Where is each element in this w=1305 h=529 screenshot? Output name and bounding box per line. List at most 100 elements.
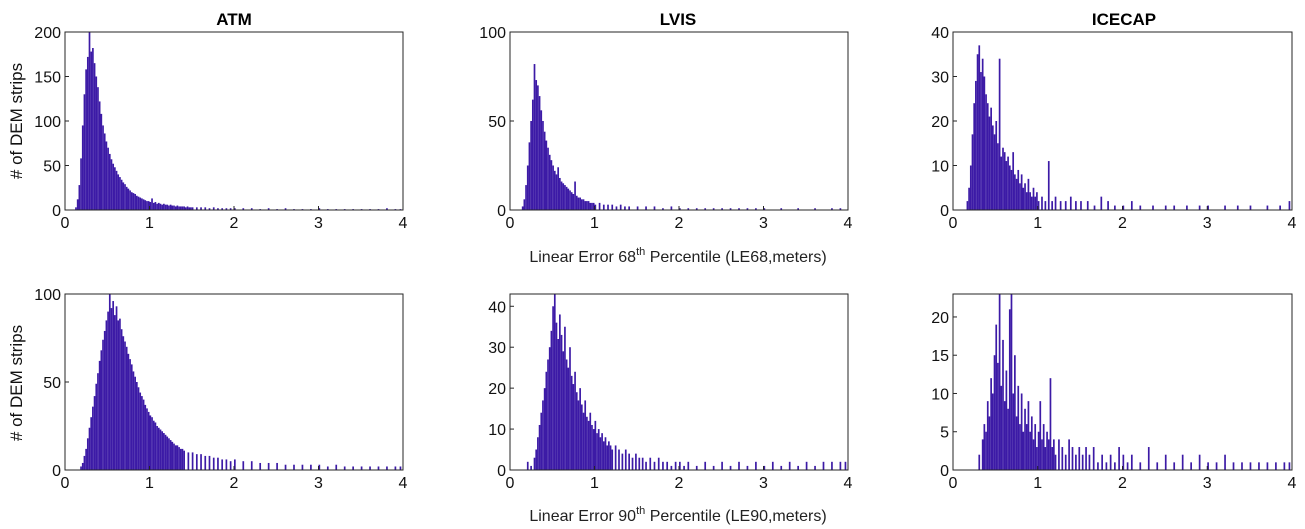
x-tick-label: 2 xyxy=(230,215,239,232)
histogram-bar xyxy=(540,110,543,210)
histogram-bar xyxy=(645,206,647,210)
histogram-bar xyxy=(369,466,371,470)
histogram-bar xyxy=(1032,439,1035,470)
histogram-bar xyxy=(584,400,587,470)
histogram-bar xyxy=(636,206,639,210)
histogram-bar xyxy=(547,359,549,470)
y-tick-label: 100 xyxy=(34,287,61,304)
histogram-bar xyxy=(628,453,630,470)
histogram-bar xyxy=(587,420,590,470)
histogram-bar xyxy=(343,466,346,470)
histogram-bar xyxy=(157,202,160,210)
histogram-bar xyxy=(611,449,614,470)
histogram-bar xyxy=(550,160,553,210)
histogram-bar xyxy=(966,201,969,210)
histogram-bar xyxy=(1054,196,1057,210)
histogram-bar xyxy=(687,461,690,470)
histogram-bar xyxy=(183,206,185,210)
histogram-bar xyxy=(1249,462,1252,470)
histogram-bar xyxy=(318,464,321,470)
histogram-bar xyxy=(208,208,211,210)
histogram-bar xyxy=(1241,462,1243,470)
histogram-bar xyxy=(1054,454,1057,470)
histogram-bar xyxy=(1075,454,1077,470)
histogram-bar xyxy=(147,411,150,470)
histogram-bar xyxy=(90,417,93,470)
histogram-bar xyxy=(1017,169,1020,210)
histogram-bar xyxy=(1279,205,1281,210)
histogram-bar xyxy=(635,453,637,470)
panel-icecap-le90: 0 1 2 3 4 0 5 10 15 20 xyxy=(931,293,1297,492)
histogram-bar xyxy=(195,454,198,470)
histogram-bar xyxy=(572,384,575,470)
histogram-bar xyxy=(738,208,740,210)
histogram-bar xyxy=(1012,152,1015,210)
histogram-bar xyxy=(1049,378,1052,470)
histogram-bar xyxy=(1058,439,1060,470)
y-tick-label: 0 xyxy=(940,203,949,220)
histogram-bar xyxy=(589,202,592,210)
histogram-bar xyxy=(1100,196,1103,210)
histogram-bar xyxy=(662,461,664,470)
histogram-bar xyxy=(360,466,363,470)
histogram-bar xyxy=(159,429,162,470)
histogram-bar xyxy=(721,208,723,210)
histogram-bar xyxy=(584,201,587,210)
histogram-bar xyxy=(975,80,977,210)
histogram-bar xyxy=(653,206,656,210)
panel-atm: ATM # of DEM strips 0 1 2 3 4 0 50 100 150 200 xyxy=(7,10,408,232)
histogram-bar xyxy=(653,461,656,470)
x-tick-label: 3 xyxy=(1203,215,1212,232)
histogram-bar xyxy=(591,202,593,210)
histogram-bar xyxy=(553,170,556,210)
histogram-bar xyxy=(1147,447,1150,470)
histogram-bar xyxy=(624,206,626,210)
bars xyxy=(75,32,402,211)
histogram-bar xyxy=(1198,454,1201,470)
histogram-bar xyxy=(839,208,842,210)
histogram-bar xyxy=(1051,447,1054,470)
histogram-bar xyxy=(839,461,842,470)
y-tick-label: 200 xyxy=(34,25,61,42)
histogram-bar xyxy=(173,443,175,470)
histogram-bar xyxy=(176,205,179,210)
histogram-bar xyxy=(601,433,603,470)
histogram-bar xyxy=(169,440,172,470)
histogram-bar xyxy=(284,208,287,210)
histogram-bar xyxy=(100,113,103,210)
histogram-bar xyxy=(191,452,194,470)
histogram-bar xyxy=(587,201,590,210)
histogram-bar xyxy=(604,437,607,470)
histogram-bar xyxy=(1024,408,1026,470)
histogram-bar xyxy=(592,429,595,470)
histogram-bar xyxy=(594,204,597,210)
histogram-bar xyxy=(88,427,91,470)
histogram-bar xyxy=(229,208,232,210)
histogram-bar xyxy=(1007,408,1009,470)
histogram-bar xyxy=(394,466,397,470)
histogram-bar xyxy=(1224,454,1226,470)
histogram-bar xyxy=(156,203,158,210)
axes-frame xyxy=(952,31,1293,211)
histogram-bar xyxy=(1041,439,1043,470)
histogram-bar xyxy=(594,420,597,470)
histogram-bar xyxy=(1258,462,1260,470)
axes-frame xyxy=(952,293,1293,471)
histogram-bar xyxy=(115,170,118,210)
histogram-bar xyxy=(521,206,524,210)
y-tick-label: 10 xyxy=(488,422,506,439)
histogram-bar xyxy=(575,392,578,470)
histogram-bar xyxy=(152,420,155,470)
histogram-bar xyxy=(190,207,192,210)
histogram-bar xyxy=(135,195,138,210)
histogram-bar xyxy=(780,208,783,210)
histogram-bar xyxy=(135,382,138,470)
histogram-bar xyxy=(983,424,986,470)
histogram-bar xyxy=(986,401,989,470)
histogram-bar xyxy=(607,204,609,210)
histogram-bar xyxy=(151,198,153,210)
histogram-bar xyxy=(159,203,162,210)
histogram-bar xyxy=(178,447,180,470)
histogram-bar xyxy=(763,465,766,470)
